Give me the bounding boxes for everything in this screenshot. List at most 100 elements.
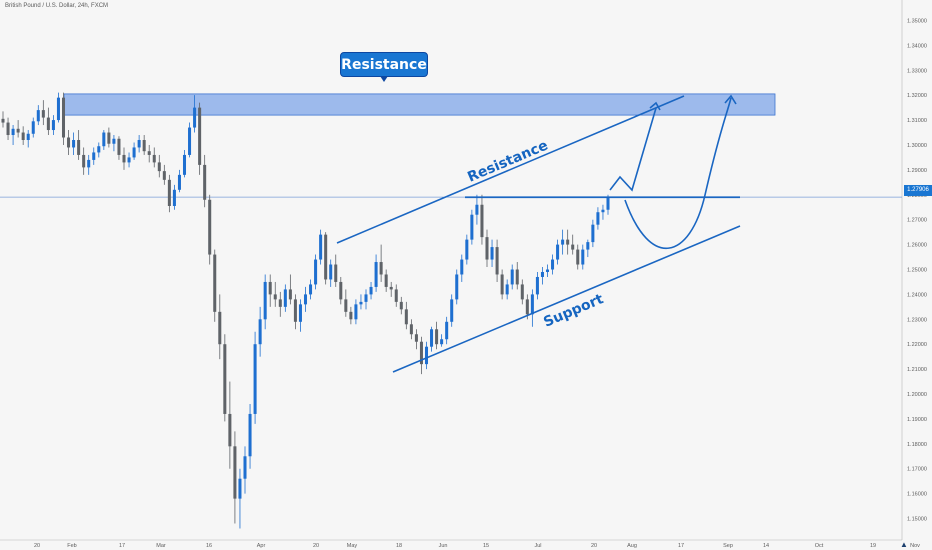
candle[interactable] [556, 239, 560, 265]
candle[interactable] [102, 130, 106, 150]
candle[interactable] [172, 184, 176, 210]
resistance-callout[interactable]: Resistance [340, 52, 428, 77]
support-trendline[interactable] [392, 225, 741, 373]
resistance-trendline[interactable] [336, 95, 685, 244]
candle[interactable] [6, 117, 10, 140]
candle[interactable] [51, 115, 55, 136]
candle[interactable] [152, 147, 156, 168]
candle[interactable] [1, 111, 5, 128]
candle[interactable] [92, 147, 96, 165]
candle[interactable] [450, 294, 454, 327]
candle[interactable] [540, 267, 544, 285]
candle[interactable] [369, 281, 373, 300]
candle[interactable] [208, 194, 212, 265]
candle[interactable] [107, 127, 111, 148]
candle[interactable] [263, 274, 267, 330]
candle[interactable] [31, 117, 35, 138]
candle[interactable] [475, 194, 479, 225]
time-axis[interactable]: 20 Feb 17 Mar 16 Apr 20 May 18 Jun 15 Jul 20 Aug 17 Sep… [34, 543, 920, 549]
candle[interactable] [334, 254, 338, 287]
candle[interactable] [545, 264, 550, 277]
candle[interactable] [87, 154, 91, 175]
candle[interactable] [97, 142, 101, 158]
candle[interactable] [470, 209, 474, 245]
candle[interactable] [273, 281, 277, 307]
candle[interactable] [258, 306, 262, 357]
candle[interactable] [288, 274, 292, 305]
candle[interactable] [324, 232, 328, 285]
candle[interactable] [329, 259, 333, 287]
candle[interactable] [435, 321, 439, 350]
candle[interactable] [515, 262, 519, 290]
candle[interactable] [56, 92, 60, 123]
candle[interactable] [309, 279, 313, 300]
candle[interactable] [551, 254, 555, 275]
candle[interactable] [228, 381, 232, 469]
candles[interactable] [1, 92, 610, 529]
candle[interactable] [384, 269, 388, 292]
candle[interactable] [359, 294, 363, 310]
candle[interactable] [354, 299, 358, 325]
candle[interactable] [460, 254, 464, 282]
candle[interactable] [147, 144, 151, 163]
candle[interactable] [379, 244, 383, 282]
candle[interactable] [566, 229, 570, 255]
candle[interactable] [61, 92, 66, 145]
candle[interactable] [480, 194, 484, 245]
candle[interactable] [223, 334, 227, 422]
candle[interactable] [414, 329, 418, 350]
candle[interactable] [122, 147, 126, 170]
candle[interactable] [46, 107, 50, 136]
candle[interactable] [127, 152, 131, 168]
candle[interactable] [394, 284, 398, 307]
candle[interactable] [203, 154, 207, 208]
price-axis[interactable]: 1.15000 1.16000 1.17000 1.18000 1.19000 1.200… [907, 18, 927, 522]
candle[interactable] [591, 219, 595, 248]
candle[interactable] [495, 239, 499, 282]
candle[interactable] [137, 135, 141, 153]
candle[interactable] [440, 334, 444, 347]
candle[interactable] [319, 229, 323, 265]
resistance-zone[interactable] [63, 93, 776, 116]
candle[interactable] [26, 130, 30, 148]
candle[interactable] [389, 281, 393, 297]
candle[interactable] [298, 299, 302, 332]
candle[interactable] [21, 126, 25, 145]
candle[interactable] [157, 154, 161, 178]
candle[interactable] [36, 105, 40, 126]
candle[interactable] [182, 149, 187, 178]
candle[interactable] [601, 204, 605, 220]
candle[interactable] [82, 147, 86, 175]
candle[interactable] [399, 296, 403, 315]
candle[interactable] [11, 125, 15, 145]
candle[interactable] [561, 229, 565, 255]
candle[interactable] [213, 249, 217, 322]
candle[interactable] [576, 244, 580, 270]
bullish-projection-path[interactable] [609, 107, 657, 192]
candle[interactable] [409, 319, 413, 340]
candle[interactable] [455, 269, 459, 305]
candle[interactable] [445, 316, 449, 345]
candle[interactable] [248, 403, 252, 469]
candle[interactable] [419, 336, 423, 375]
candle[interactable] [193, 95, 197, 133]
candle[interactable] [67, 130, 71, 155]
candle[interactable] [314, 254, 318, 290]
candle[interactable] [303, 286, 308, 312]
candle[interactable] [233, 431, 237, 524]
candle[interactable] [218, 294, 222, 360]
candle[interactable] [520, 279, 524, 305]
candle[interactable] [349, 306, 353, 325]
candle[interactable] [132, 142, 136, 160]
candle[interactable] [430, 326, 434, 352]
candle[interactable] [530, 289, 534, 327]
candle[interactable] [198, 102, 202, 175]
candle[interactable] [278, 291, 282, 317]
candle[interactable] [283, 284, 287, 312]
candle[interactable] [490, 239, 494, 268]
candle[interactable] [112, 135, 116, 152]
candle[interactable] [238, 468, 242, 529]
candle[interactable] [535, 271, 539, 300]
candle[interactable] [77, 130, 81, 160]
candle[interactable] [339, 276, 343, 305]
